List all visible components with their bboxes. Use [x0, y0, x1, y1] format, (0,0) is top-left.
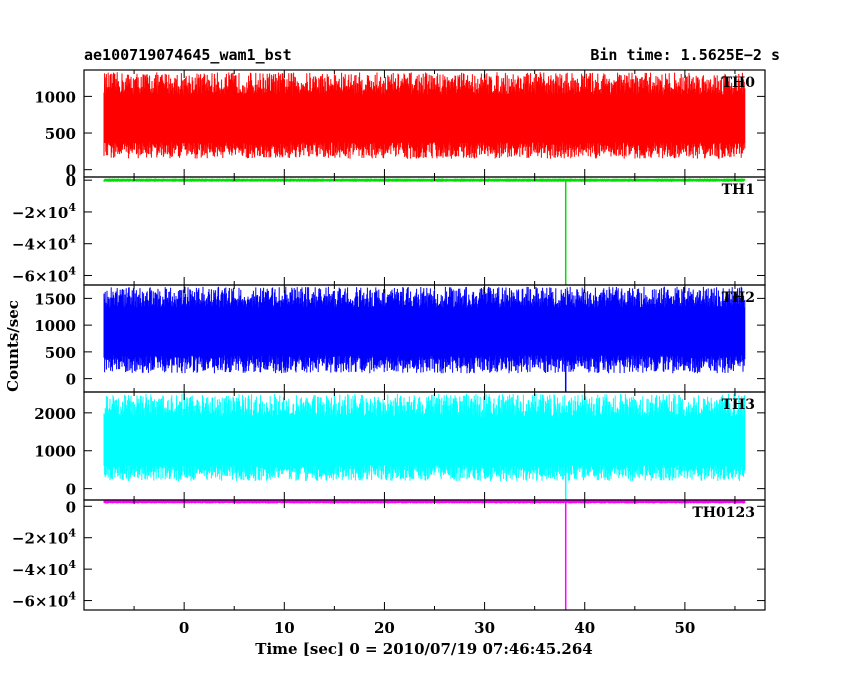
- panel-th3: 0 1000 2000 TH3: [34, 391, 766, 501]
- y-tick-label: −2×104: [12, 527, 76, 548]
- panel-frame: [83, 499, 766, 611]
- y-tick-label: −6×104: [12, 590, 76, 611]
- y-tick-label: 1000: [34, 88, 76, 106]
- x-tick-label: 30: [474, 619, 495, 637]
- x-tick-label: 40: [574, 619, 595, 637]
- panel-label-th1: TH1: [722, 182, 755, 198]
- y-tick-label: −6×104: [12, 264, 76, 285]
- panel-label-th0: TH0: [722, 75, 756, 91]
- series-band-th3: [104, 416, 745, 465]
- panel-th2: 0 500 1000 1500 TH2: [34, 284, 766, 393]
- panel-frame: [83, 176, 766, 286]
- y-tick-label: 0: [66, 498, 76, 516]
- chart-title: ae100719074645_wam1_bst: [84, 46, 292, 64]
- bin-time-label: Bin time: 1.5625E−2 s: [590, 46, 780, 64]
- series-th1: [103, 177, 746, 183]
- y-tick-label: 0: [66, 481, 76, 499]
- y-tick-label: 1500: [34, 290, 76, 308]
- panel-th0: 0 500 1000 TH0: [34, 69, 766, 180]
- x-axis-label: Time [sec] 0 = 2010/07/19 07:46:45.264: [255, 640, 592, 658]
- panel-label-th3: TH3: [722, 397, 755, 413]
- y-tick-label: −2×104: [12, 201, 76, 222]
- y-tick-label: −4×104: [12, 558, 76, 579]
- series-band-th0: [104, 94, 745, 143]
- x-tick-label: 20: [374, 619, 395, 637]
- y-tick-label: 1000: [34, 317, 76, 335]
- x-tick-label: 50: [674, 619, 695, 637]
- y-axis-label: Counts/sec: [4, 300, 22, 392]
- panels-group: 05001000TH00−2×104−4×104−6×104TH10500100…: [12, 69, 766, 637]
- y-tick-label: 2000: [34, 405, 76, 423]
- x-tick-label: 10: [274, 619, 295, 637]
- panel-th1: 0 −2×104 −4×104 −6×104 TH1: [12, 172, 766, 286]
- x-tick-label: 0: [179, 619, 189, 637]
- panel-label-th0123: TH0123: [692, 505, 755, 521]
- y-tick-label: 0: [66, 172, 76, 190]
- y-tick-label: 500: [45, 344, 76, 362]
- y-tick-label: 500: [45, 125, 76, 143]
- y-tick-label: 0: [66, 162, 76, 180]
- panel-label-th2: TH2: [722, 290, 755, 306]
- series-band-th2: [104, 307, 745, 356]
- panel-th0123: 0 −2×104 −4×104 −6×104 TH0123: [12, 498, 766, 611]
- y-tick-label: 1000: [34, 443, 76, 461]
- y-tick-label: −4×104: [12, 233, 76, 254]
- y-tick-label: 0: [66, 371, 76, 389]
- series-th0123: [103, 499, 746, 504]
